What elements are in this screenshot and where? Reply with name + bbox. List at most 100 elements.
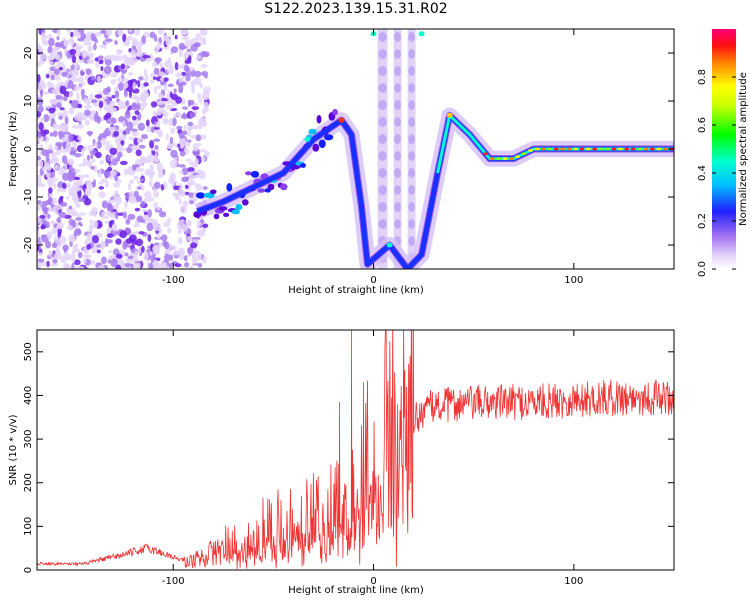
heatmap-cell: [156, 57, 160, 65]
heatmap-cell: [125, 100, 129, 107]
heatmap-cell: [37, 137, 41, 142]
heatmap-cell: [77, 135, 82, 141]
heatmap-cell: [89, 219, 94, 225]
heatmap-cell: [110, 117, 117, 124]
heatmap-cell: [97, 55, 104, 60]
heatmap-cell: [110, 258, 118, 268]
heatmap-cell: [202, 186, 208, 190]
heatmap-cell: [146, 196, 154, 202]
heatmap-cell: [159, 261, 165, 269]
heatmap-stripe: [377, 29, 388, 269]
heatmap-cell: [394, 185, 401, 195]
heatmap-cell: [117, 100, 125, 109]
heatmap-cell: [56, 61, 64, 68]
heatmap-cell: [115, 196, 122, 205]
heatmap-cell: [149, 139, 155, 149]
heatmap-cell: [48, 187, 53, 194]
heatmap-cell: [43, 129, 50, 135]
y-tick-label: 500: [23, 342, 34, 361]
heatmap-cell: [178, 198, 182, 205]
heatmap-cell: [59, 195, 64, 200]
heatmap-cell: [37, 252, 43, 257]
heatmap-cell: [179, 219, 185, 223]
heatmap-cell: [80, 88, 85, 97]
heatmap-cell: [378, 83, 387, 93]
heatmap-cell: [138, 144, 146, 149]
heatmap-cell: [52, 205, 57, 213]
heatmap-cell: [85, 160, 91, 166]
heatmap-cell: [153, 190, 160, 199]
heatmap-cell: [77, 103, 83, 109]
heatmap-cell: [122, 120, 126, 128]
heatmap-cell: [54, 164, 59, 170]
heatmap-cell: [44, 240, 52, 249]
heatmap-cell: [194, 158, 199, 166]
heatmap-cell: [74, 152, 82, 158]
heatmap-cell: [91, 158, 96, 163]
heatmap-cell: [637, 147, 643, 151]
snr-ylabel: SNR (10 * v/v): [8, 414, 19, 485]
heatmap-cell: [187, 180, 196, 186]
heatmap-cell: [97, 136, 102, 141]
heatmap-cell: [90, 259, 95, 266]
heatmap-cell: [84, 105, 92, 109]
heatmap-cell: [50, 262, 59, 267]
heatmap-cell: [152, 244, 161, 254]
heatmap-cell: [47, 80, 52, 89]
heatmap-cell: [152, 157, 160, 163]
heatmap-cell: [95, 61, 100, 68]
heatmap-cell: [197, 54, 202, 60]
heatmap-cell: [52, 130, 58, 138]
heatmap-cell: [408, 151, 415, 161]
heatmap-cell: [218, 206, 228, 211]
heatmap-cell: [68, 234, 76, 242]
heatmap-cell: [68, 205, 72, 210]
heatmap-cell: [157, 170, 164, 179]
heatmap-cell: [94, 94, 103, 99]
heatmap-cell: [41, 234, 45, 239]
heatmap-cell: [77, 221, 82, 226]
heatmap-cell: [141, 100, 148, 108]
heatmap-cell: [132, 81, 136, 91]
heatmap-cell: [40, 89, 44, 98]
heatmap-cell: [106, 203, 114, 213]
heatmap-cell: [94, 32, 102, 37]
heatmap-cell: [579, 147, 585, 151]
heatmap-cell: [64, 116, 69, 125]
heatmap-cell: [170, 149, 178, 158]
heatmap-cell: [175, 96, 182, 104]
heatmap-cell: [178, 132, 185, 139]
heatmap-cell: [47, 214, 51, 219]
heatmap-cell: [73, 144, 78, 150]
heatmap-cell: [57, 130, 64, 137]
heatmap-cell: [649, 147, 655, 151]
heatmap-cell: [250, 170, 260, 178]
heatmap-cell: [145, 119, 150, 127]
heatmap-cell: [133, 176, 140, 181]
heatmap-cell: [324, 134, 334, 141]
heatmap-cell: [408, 66, 415, 76]
heatmap-cell: [153, 138, 161, 142]
heatmap-cell: [170, 127, 176, 135]
heatmap-cell: [394, 32, 401, 42]
heatmap-cell: [62, 110, 69, 118]
heatmap-peak: [386, 242, 393, 248]
heatmap-cell: [59, 107, 65, 111]
heatmap-cell: [52, 259, 58, 264]
heatmap-cell: [52, 122, 57, 130]
heatmap-cell: [124, 199, 128, 209]
heatmap-cell: [184, 59, 192, 64]
heatmap-cell: [89, 93, 94, 101]
heatmap-cell: [184, 39, 193, 47]
heatmap-cell: [189, 265, 194, 269]
heatmap-cell: [108, 126, 116, 133]
heatmap-cell: [40, 225, 45, 230]
heatmap-cell: [100, 240, 106, 250]
heatmap-cell: [408, 117, 415, 127]
heatmap-cell: [143, 68, 148, 77]
heatmap-cell: [58, 115, 63, 120]
heatmap-cell: [180, 76, 187, 80]
heatmap-cell: [181, 71, 187, 76]
heatmap-cell: [267, 183, 275, 191]
y-tick-label: 10: [23, 95, 34, 108]
